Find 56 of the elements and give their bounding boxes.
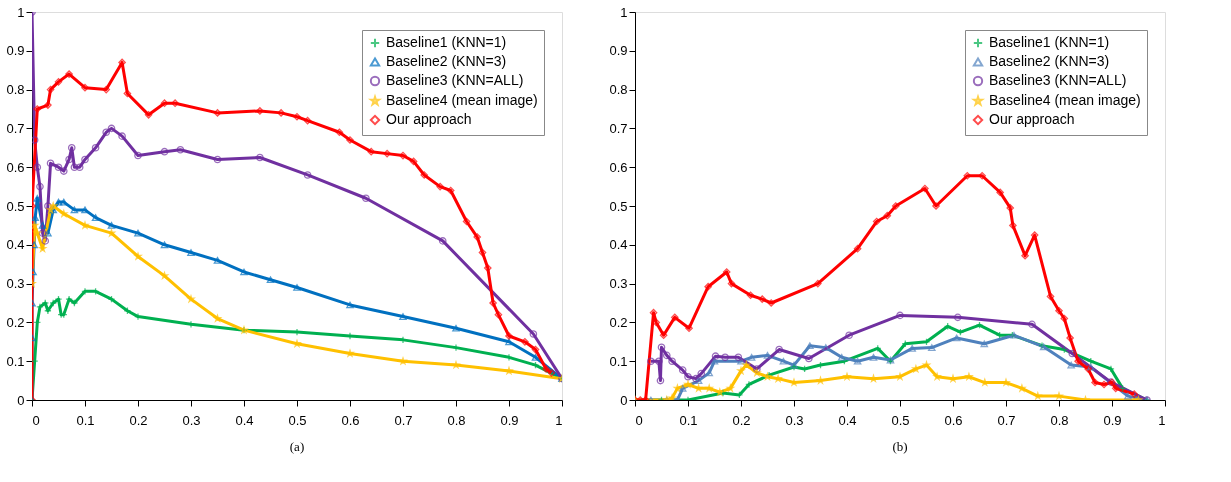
x-tick-label: 0.7 [394,412,413,428]
y-tick-label: 0.8 [609,82,628,98]
legend-label: Baseline1 (KNN=1) [989,34,1110,50]
y-tick-label: 0.1 [609,353,628,369]
legend-label: Baseline4 (mean image) [386,92,538,108]
y-tick-label: 0.6 [609,159,628,175]
x-tick-label: 0.3 [182,412,201,428]
x-tick-label: 0.8 [1050,412,1069,428]
y-tick-label: 0.4 [6,237,25,253]
x-tick-label: 0.4 [235,412,254,428]
legend-label: Baseline1 (KNN=1) [386,34,507,50]
x-tick-label: 0.1 [76,412,95,428]
legend-label: Baseline3 (KNN=ALL) [989,72,1127,88]
legend-label: Our approach [386,111,472,127]
x-tick-label: 0.9 [1103,412,1122,428]
y-tick-label: 0.4 [609,237,628,253]
y-tick-label: 1 [620,4,628,20]
y-tick-label: 0.5 [609,198,628,214]
y-tick-label: 0.9 [6,43,25,59]
y-tick-label: 0.7 [6,120,25,136]
x-tick-label: 1 [1158,412,1166,428]
x-tick-label: 0.6 [944,412,963,428]
y-tick-label: 0.1 [6,353,25,369]
legend-label: Baseline3 (KNN=ALL) [386,72,524,88]
y-tick-label: 1 [17,4,25,20]
text: (b) [892,439,908,454]
y-tick-label: 0.2 [609,314,628,330]
y-tick-label: 0.5 [6,198,25,214]
x-tick-label: 0.5 [891,412,910,428]
y-tick-label: 0.2 [6,314,25,330]
x-tick-label: 0.1 [679,412,698,428]
x-tick-label: 0.6 [341,412,360,428]
x-tick-label: 1 [555,412,563,428]
x-tick-label: 0.7 [997,412,1016,428]
legend-label: Baseline2 (KNN=3) [386,53,507,69]
y-tick-label: 0.6 [6,159,25,175]
legend-label: Baseline2 (KNN=3) [989,53,1110,69]
y-tick-label: 0.7 [609,120,628,136]
x-tick-label: 0.2 [129,412,148,428]
text: (a) [289,439,305,454]
y-tick-label: 0.3 [6,276,25,292]
x-tick-label: 0 [32,412,40,428]
x-tick-label: 0.8 [447,412,466,428]
y-tick-label: 0.3 [609,276,628,292]
y-tick-label: 0.9 [609,43,628,59]
x-tick-label: 0.3 [785,412,804,428]
legend-label: Our approach [989,111,1075,127]
x-tick-label: 0.9 [500,412,519,428]
y-tick-label: 0 [17,392,25,408]
x-tick-label: 0.4 [838,412,857,428]
y-tick-label: 0.8 [6,82,25,98]
y-tick-label: 0 [620,392,628,408]
x-tick-label: 0.2 [732,412,751,428]
legend-label: Baseline4 (mean image) [989,92,1141,108]
x-tick-label: 0 [635,412,643,428]
x-tick-label: 0.5 [288,412,307,428]
